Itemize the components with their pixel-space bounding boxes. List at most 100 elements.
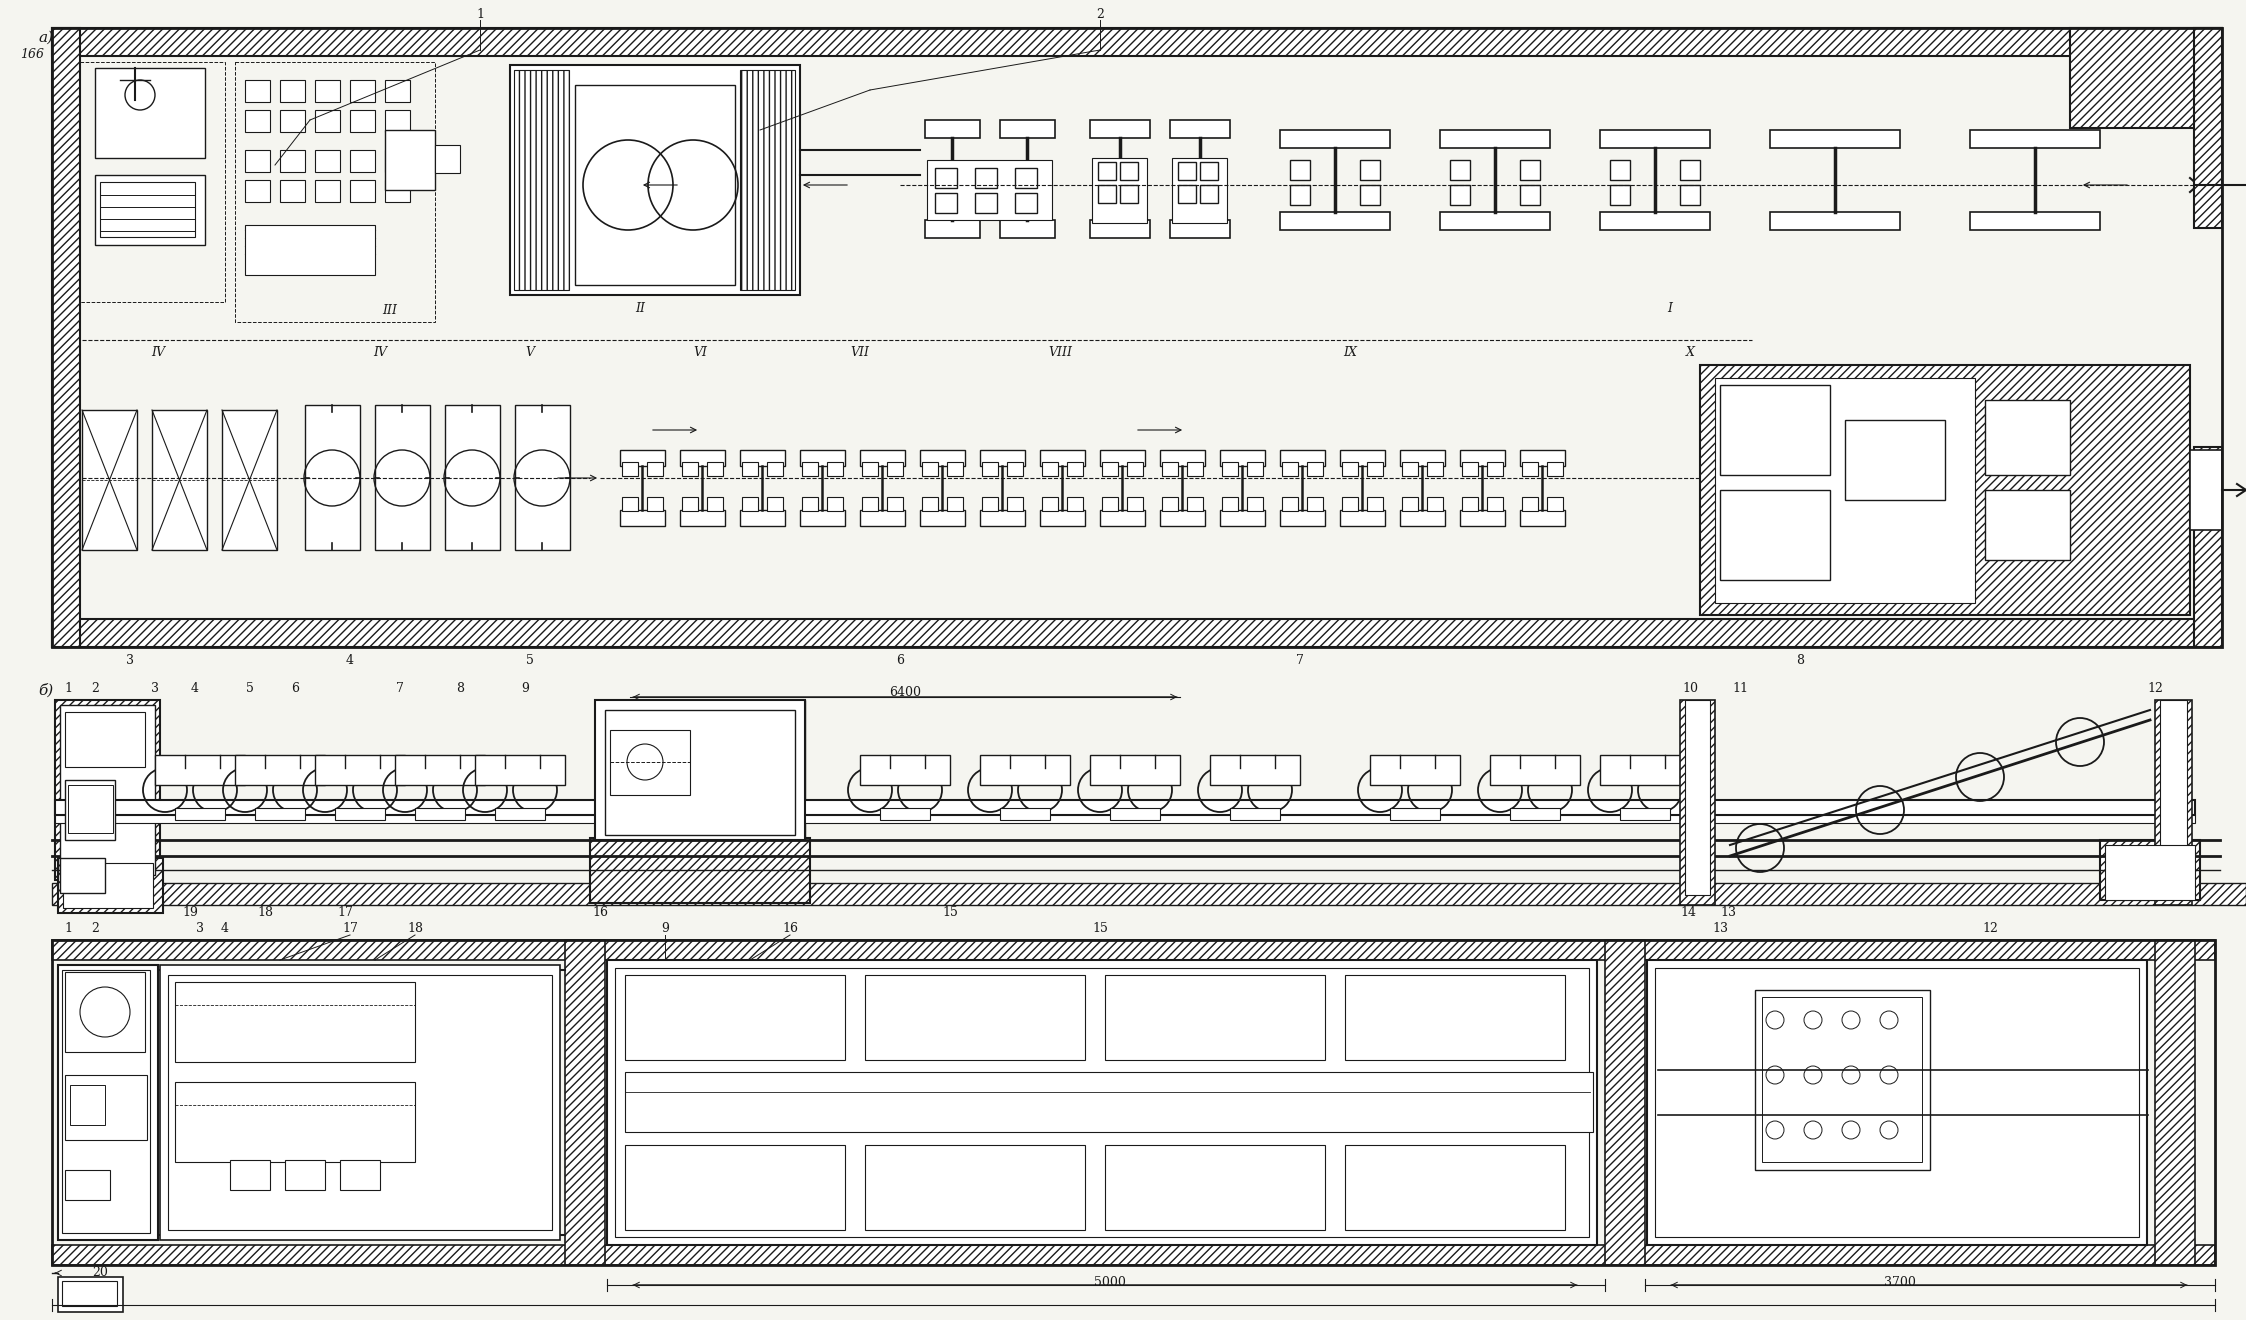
Bar — [1451, 185, 1469, 205]
Bar — [94, 176, 204, 246]
Bar — [647, 462, 663, 477]
Bar — [1040, 510, 1085, 525]
Bar — [923, 462, 939, 477]
Bar — [1282, 498, 1298, 511]
Bar — [52, 940, 2215, 1265]
Bar — [1599, 213, 1709, 230]
Text: 3700: 3700 — [1884, 1276, 1916, 1290]
Bar — [175, 808, 225, 820]
Text: 15: 15 — [1092, 921, 1107, 935]
Bar — [1170, 120, 1231, 139]
Bar — [229, 1160, 270, 1191]
Bar — [474, 755, 566, 785]
Text: V: V — [526, 346, 535, 359]
Text: 7: 7 — [395, 681, 404, 694]
Bar — [384, 110, 411, 132]
Bar — [236, 62, 436, 322]
Bar — [175, 982, 416, 1063]
Text: III: III — [382, 304, 398, 317]
Bar — [1006, 462, 1022, 477]
Bar — [1399, 510, 1444, 525]
Bar — [1521, 510, 1565, 525]
Bar — [1763, 997, 1923, 1162]
Bar — [1440, 213, 1550, 230]
Bar — [1040, 450, 1085, 466]
Text: 2: 2 — [92, 681, 99, 694]
Bar — [1402, 498, 1417, 511]
Bar — [1610, 185, 1631, 205]
Bar — [58, 858, 164, 913]
Bar — [1161, 498, 1177, 511]
Bar — [52, 28, 81, 647]
Bar — [514, 70, 568, 290]
Text: 12: 12 — [2147, 681, 2163, 694]
Bar — [395, 755, 485, 785]
Bar — [305, 405, 359, 550]
Bar — [175, 1082, 416, 1162]
Bar — [2154, 700, 2192, 906]
Bar — [65, 711, 146, 767]
Bar — [256, 808, 305, 820]
Text: 1: 1 — [63, 921, 72, 935]
Text: 20: 20 — [92, 1266, 108, 1279]
Bar — [384, 129, 436, 190]
Bar — [566, 940, 604, 1265]
Text: 6: 6 — [896, 653, 903, 667]
Bar — [52, 28, 2221, 647]
Bar — [1098, 185, 1116, 203]
Bar — [314, 755, 404, 785]
Bar — [83, 411, 137, 550]
Bar — [975, 168, 997, 187]
Text: 5: 5 — [247, 681, 254, 694]
Text: 13: 13 — [1711, 921, 1727, 935]
Bar — [739, 510, 786, 525]
Text: 5000: 5000 — [1094, 1276, 1125, 1290]
Bar — [624, 975, 844, 1060]
Bar — [1105, 1144, 1325, 1230]
Bar — [245, 110, 270, 132]
Bar — [1280, 510, 1325, 525]
Bar — [1280, 129, 1390, 148]
Bar — [865, 975, 1085, 1060]
Bar — [514, 405, 570, 550]
Bar — [168, 975, 553, 1230]
Bar — [1282, 462, 1298, 477]
Text: 19: 19 — [182, 906, 198, 919]
Bar — [622, 498, 638, 511]
Bar — [54, 700, 159, 880]
Bar — [741, 498, 757, 511]
Text: 1: 1 — [476, 8, 483, 21]
Bar — [921, 510, 966, 525]
Bar — [54, 814, 2194, 822]
Bar — [766, 462, 784, 477]
Bar — [1159, 510, 1206, 525]
Bar — [647, 498, 663, 511]
Bar — [862, 498, 878, 511]
Bar — [975, 193, 997, 213]
Bar — [860, 450, 905, 466]
Bar — [52, 940, 2215, 960]
Bar — [1599, 755, 1689, 785]
Bar — [384, 81, 411, 102]
Bar — [1390, 808, 1440, 820]
Text: 14: 14 — [1680, 906, 1696, 919]
Bar — [245, 180, 270, 202]
Bar — [1121, 162, 1139, 180]
Bar — [999, 220, 1056, 238]
Text: 8: 8 — [1797, 653, 1804, 667]
Bar — [800, 450, 844, 466]
Bar — [67, 785, 112, 833]
Bar — [827, 498, 842, 511]
Text: 7: 7 — [1296, 653, 1305, 667]
Bar — [285, 1160, 326, 1191]
Bar — [1101, 450, 1145, 466]
Bar — [925, 120, 979, 139]
Text: IV: IV — [373, 346, 386, 359]
Bar — [65, 972, 146, 1052]
Bar — [339, 1160, 380, 1191]
Text: VII: VII — [851, 346, 869, 359]
Bar — [1521, 185, 1541, 205]
Bar — [1231, 808, 1280, 820]
Bar — [1720, 385, 1830, 475]
Bar — [2194, 447, 2221, 647]
